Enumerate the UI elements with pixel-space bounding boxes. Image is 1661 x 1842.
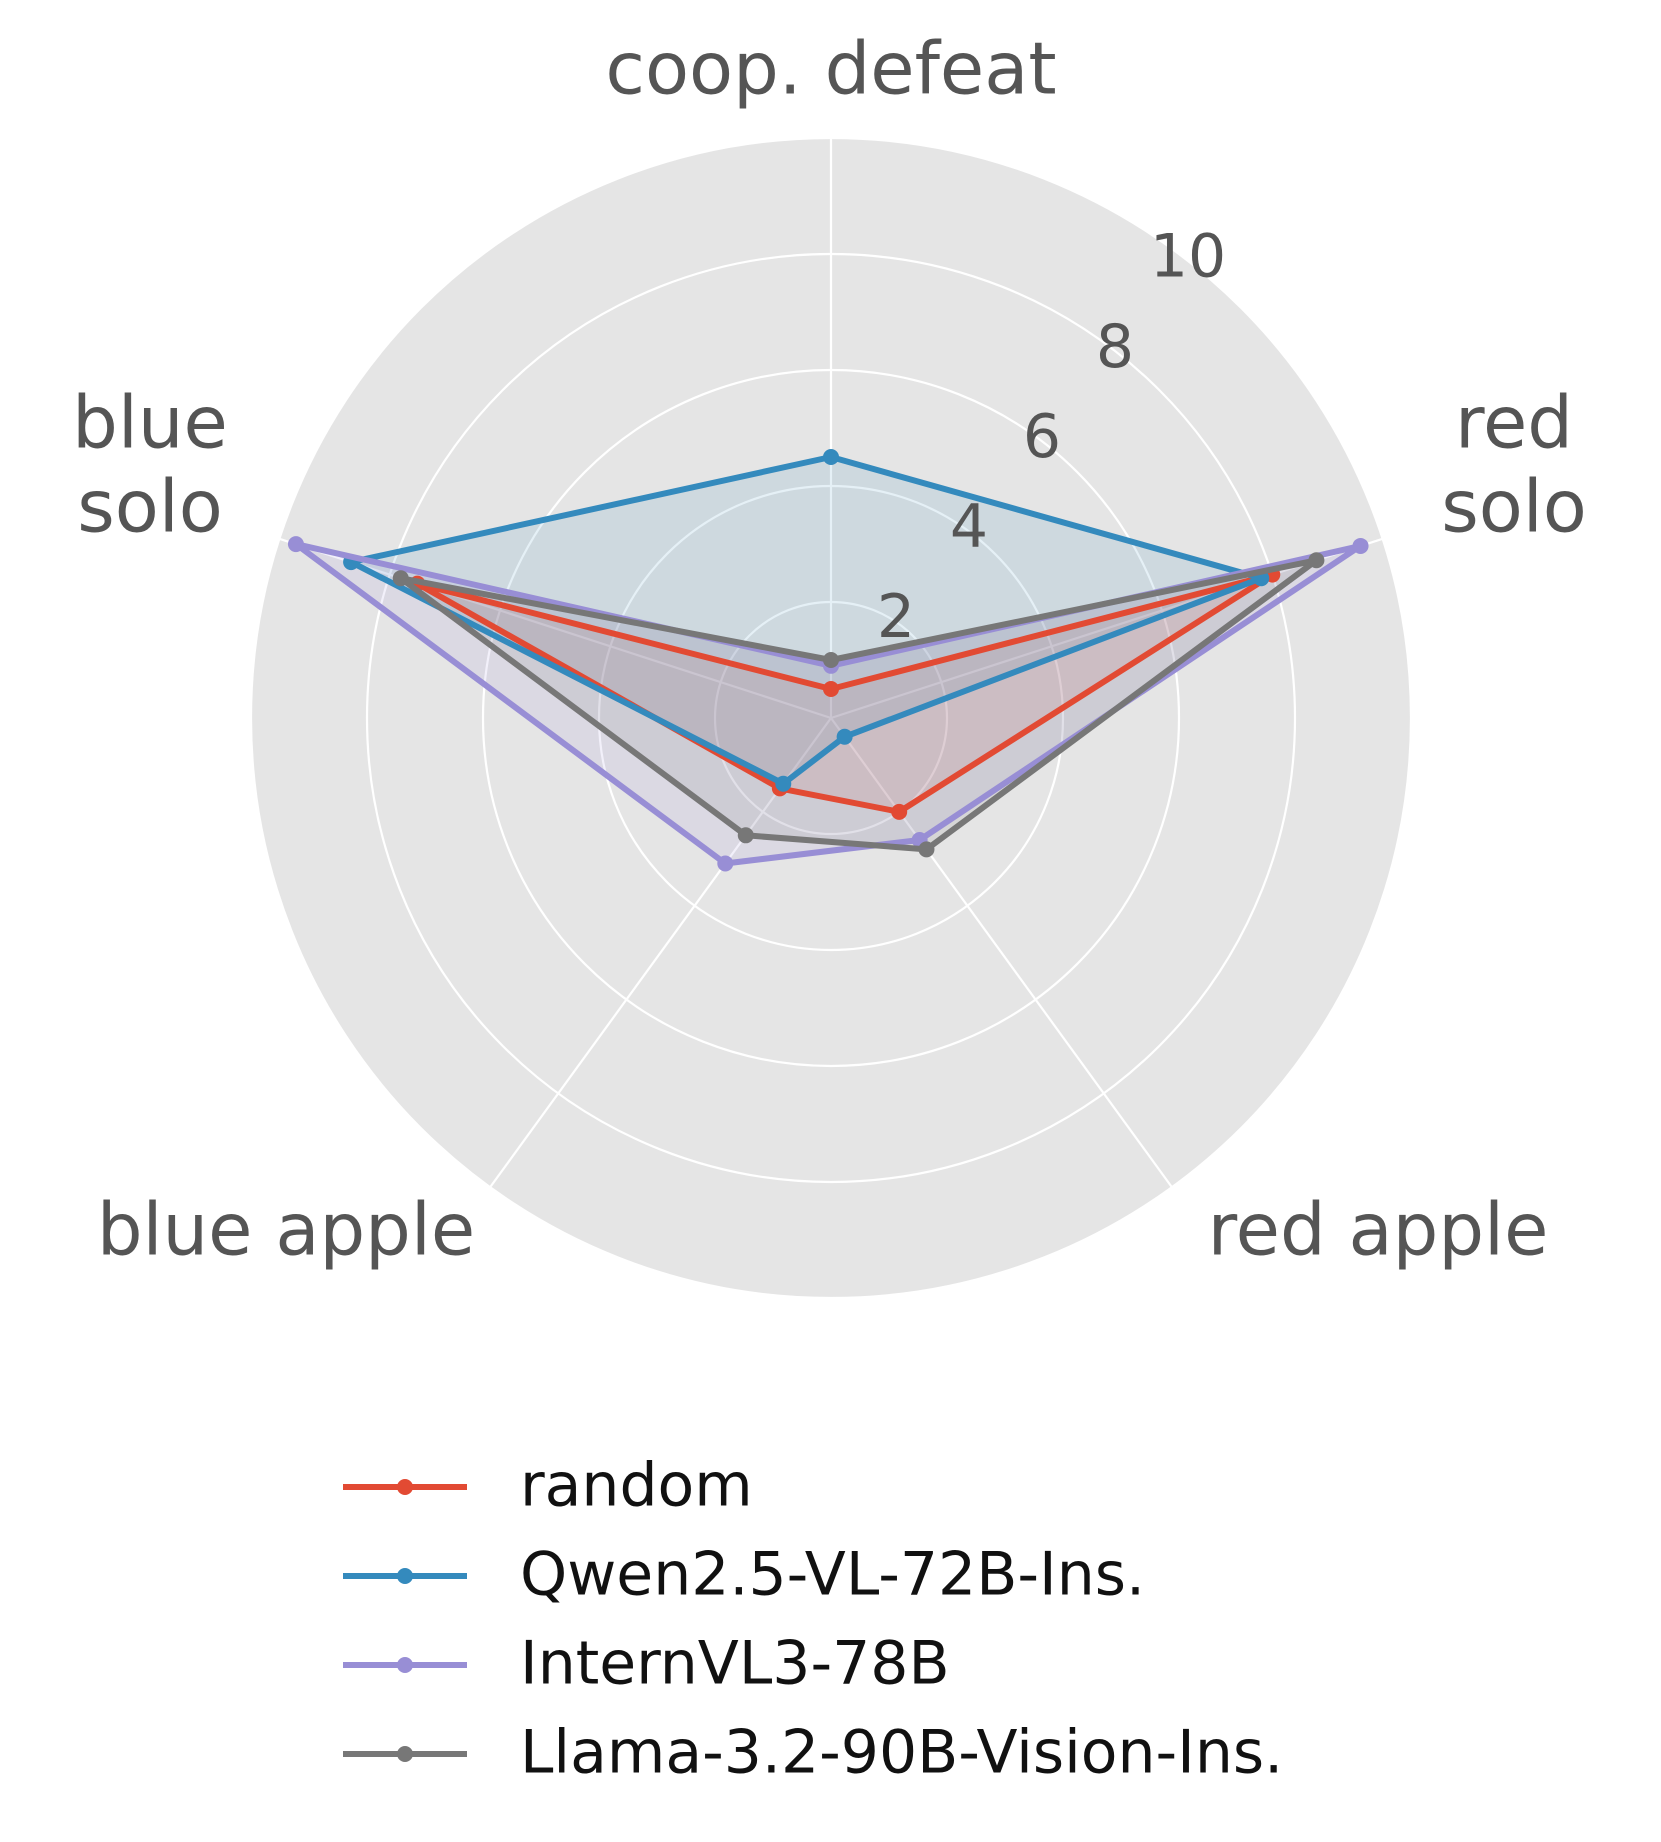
grid-spoke [830,717,1173,1188]
series-line [397,557,1320,853]
series-line [292,541,1364,867]
series-area [295,544,1361,864]
series-line [348,454,1265,787]
series-point [823,652,839,668]
series-point [823,681,839,697]
series-point [287,536,304,553]
axis-label: coop. defeat [605,27,1056,111]
legend-swatch-marker [397,1657,413,1673]
series-point [918,841,935,858]
legend-swatch-marker [397,1746,413,1762]
legend-entry-label: InternVL3-78B [520,1629,950,1699]
series-area [351,457,1262,784]
radial-tick-label: 10 [1150,222,1226,292]
series-line [414,571,1276,815]
axis-label: red apple [1208,1188,1549,1272]
legend-entry-label: random [520,1451,753,1521]
legend-swatch-marker [397,1568,413,1584]
radial-tick-label: 4 [950,492,988,562]
legend-swatch-marker [397,1479,413,1495]
axis-label: red [1455,381,1573,465]
series-point [823,449,839,465]
radar-series [287,449,1369,872]
radial-tick-label: 8 [1096,312,1134,382]
series-point [737,827,754,844]
series-point [717,855,734,872]
radial-tick-label: 2 [877,582,915,652]
series-point [775,775,792,792]
series-area [400,560,1317,850]
series-point [891,803,908,820]
series-point [836,728,853,745]
axis-label: blue apple [97,1188,475,1272]
legend-entry-label: Qwen2.5-VL-72B-Ins. [520,1540,1145,1610]
legend-entry-label: Llama-3.2-90B-Vision-Ins. [520,1718,1283,1788]
radial-tick-label: 6 [1023,402,1061,472]
axis-label: solo [1441,465,1587,549]
axis-label: blue [72,381,228,465]
grid-spoke [279,537,832,720]
legend: random Qwen2.5-VL-72B-Ins. InternVL3-78B Ll… [343,1451,1283,1788]
series-point [1308,552,1325,569]
series-point [392,570,409,587]
series-area [417,574,1273,812]
series-point [1352,537,1369,554]
grid-spoke [489,717,832,1188]
axis-label: solo [77,465,223,549]
